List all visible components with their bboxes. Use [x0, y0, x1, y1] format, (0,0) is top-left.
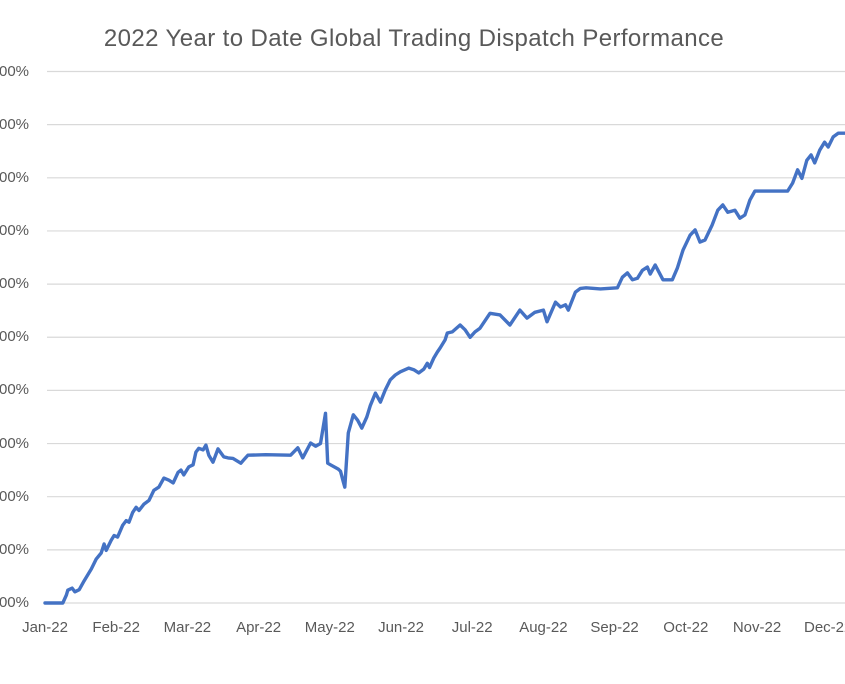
x-axis-tick-label: Jun-22 [378, 619, 424, 636]
x-axis-tick-label: Oct-22 [663, 619, 709, 636]
x-axis-tick-label: Dec-22 [804, 619, 845, 636]
y-axis-tick-label: 40.00% [0, 381, 29, 399]
chart-title: 2022 Year to Date Global Trading Dispatc… [103, 25, 725, 52]
x-axis-tick-label: Sep-22 [590, 619, 639, 636]
y-axis-tick-label: 0.00% [0, 594, 29, 611]
x-axis-tick-label: Jan-22 [22, 619, 68, 636]
y-axis-tick-label: 20.00% [0, 487, 29, 505]
y-axis-tick-label: 80.00% [0, 168, 29, 186]
y-axis-tick-label: 30.00% [0, 434, 29, 452]
x-axis-tick-label: Feb-22 [92, 619, 140, 636]
x-axis-tick-label: Jul-22 [451, 619, 493, 636]
x-axis-tick-label: Aug-22 [519, 619, 568, 636]
y-axis-tick-label: 10.00% [0, 540, 29, 558]
x-axis-tick-label: Apr-22 [236, 619, 282, 636]
y-axis-tick-label: 70.00% [0, 221, 29, 239]
x-axis-tick-label: Nov-22 [732, 619, 782, 636]
y-axis-tick-label: 90.00% [0, 115, 29, 133]
y-axis-tick-label: 100.00% [0, 62, 29, 80]
x-axis-tick-label: May-22 [304, 619, 355, 636]
performance-line [43, 131, 845, 605]
y-axis-tick-label: 60.00% [0, 275, 29, 293]
y-axis-tick-label: 50.00% [0, 328, 29, 346]
x-axis-tick-label: Mar-22 [163, 619, 212, 636]
